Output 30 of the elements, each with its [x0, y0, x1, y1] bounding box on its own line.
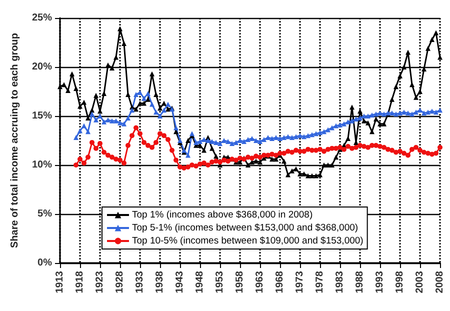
x-tick-label: 1993: [374, 270, 386, 294]
x-tick-label: 1998: [394, 270, 406, 294]
y-tick-label: 15%: [32, 110, 52, 122]
x-tick-label: 2008: [434, 270, 446, 294]
x-tick-label: 1973: [294, 270, 306, 294]
x-tick-label: 1943: [174, 270, 186, 294]
x-tick-label: 1958: [234, 270, 246, 294]
x-tick-label: 1953: [214, 270, 226, 294]
x-tick-label: 1923: [94, 270, 106, 294]
y-tick-label: 25%: [32, 12, 52, 24]
x-tick-label: 1988: [354, 270, 366, 294]
x-tick-label: 1913: [54, 270, 66, 294]
legend-label: Top 1% (incomes above $368,000 in 2008): [132, 210, 313, 220]
legend-label: Top 5-1% (incomes between $153,000 and $368,000): [132, 222, 358, 234]
x-tick-label: 2003: [414, 270, 426, 294]
x-tick-label: 1963: [254, 270, 266, 294]
y-tick-label: 10%: [32, 160, 52, 170]
x-tick-label: 1933: [134, 270, 146, 294]
y-tick-label: 5%: [38, 208, 52, 220]
x-tick-label: 1983: [334, 270, 346, 294]
x-tick-label: 1918: [74, 270, 86, 294]
x-tick-label: 1938: [154, 270, 166, 294]
legend-label: Top 10-5% (incomes between $109,000 and $153,000): [132, 236, 364, 246]
y-axis-title: Share of total income accruing to each group: [10, 32, 20, 248]
x-tick-label: 1968: [274, 270, 286, 294]
x-tick-label: 1948: [194, 270, 206, 294]
y-tick-label: 20%: [32, 62, 52, 72]
y-tick-label: 0%: [38, 258, 52, 268]
x-tick-label: 1928: [114, 270, 126, 294]
x-tick-label: 1978: [314, 270, 326, 294]
